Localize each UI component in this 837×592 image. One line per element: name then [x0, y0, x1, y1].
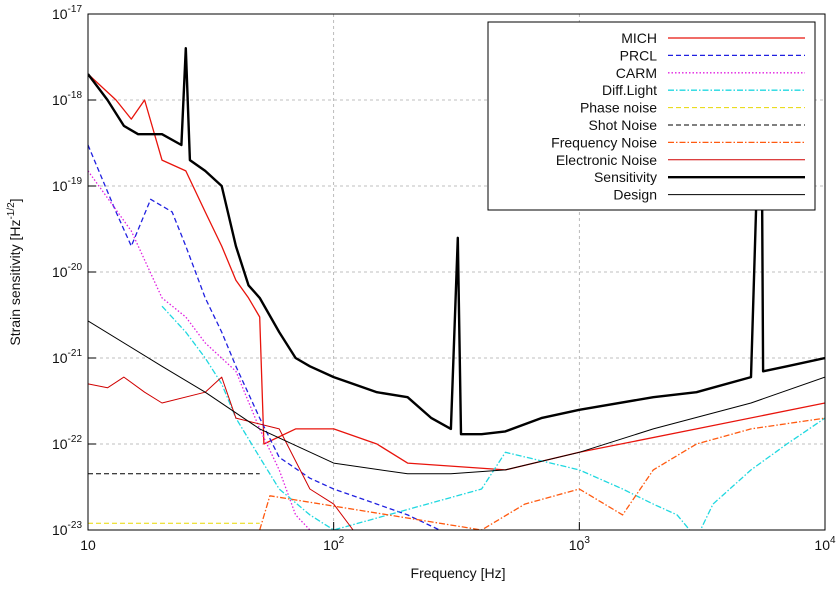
legend-label: Shot Noise [589, 117, 658, 133]
tick-label-exponent: 2 [339, 535, 345, 546]
tick-label-exponent: -21 [68, 348, 83, 359]
legend-label: Sensitivity [594, 169, 657, 185]
legend-label: PRCL [620, 47, 658, 63]
tick-label-base: 10 [52, 350, 68, 366]
series-line [88, 320, 825, 475]
legend-label: CARM [616, 65, 657, 81]
tick-label-exponent: -17 [68, 4, 83, 15]
tick-label-base: 10 [52, 264, 68, 280]
tick-label: 103 [569, 535, 591, 553]
tick-label-base: 10 [569, 537, 585, 553]
tick-label-exponent: -22 [68, 434, 83, 445]
tick-label: 10 [80, 537, 96, 553]
tick-label-base: 10 [52, 522, 68, 538]
legend-label: Frequency Noise [551, 134, 657, 150]
legend-label: Design [613, 187, 657, 203]
tick-label-exponent: -20 [68, 262, 83, 273]
legend-label: Electronic Noise [556, 152, 657, 168]
plot-area [88, 38, 825, 530]
y-label-exponent: -1/2 [6, 202, 17, 220]
legend-label: Diff.Light [602, 82, 657, 98]
tick-label-base: 10 [52, 436, 68, 452]
tick-label-base: 10 [52, 6, 68, 22]
y-axis-label: Strain sensitivity [Hz-1/2] [6, 198, 23, 345]
tick-label-exponent: 4 [830, 535, 836, 546]
tick-label-exponent: -23 [68, 520, 83, 531]
tick-label: 102 [323, 535, 345, 553]
series-line [259, 417, 825, 530]
x-axis-label: Frequency [Hz] [411, 565, 506, 581]
tick-label: 10-19 [52, 176, 82, 194]
tick-label: 10-21 [52, 348, 82, 366]
series-line [88, 144, 440, 530]
y-label-end: ] [7, 198, 23, 202]
tick-label-exponent: -18 [68, 90, 83, 101]
legend-label: MICH [621, 30, 657, 46]
tick-label-exponent: -19 [68, 176, 83, 187]
y-label-main: Strain sensitivity [Hz [7, 220, 23, 346]
tick-label: 104 [814, 535, 836, 553]
tick-label: 10-17 [52, 4, 82, 22]
series-line [88, 38, 825, 436]
tick-label-base: 10 [52, 178, 68, 194]
tick-label-base: 10 [323, 537, 339, 553]
tick-label-base: 10 [814, 537, 830, 553]
tick-label: 10-23 [52, 520, 82, 538]
tick-label: 10-20 [52, 262, 82, 280]
series-line [88, 376, 354, 530]
legend-label: Phase noise [580, 100, 657, 116]
tick-label-exponent: 3 [584, 535, 590, 546]
series-line [88, 73, 825, 471]
tick-label: 10-18 [52, 90, 82, 108]
legend-box [487, 21, 816, 211]
tick-label-base: 10 [52, 92, 68, 108]
series-line [88, 170, 311, 530]
tick-label: 10-22 [52, 434, 82, 452]
